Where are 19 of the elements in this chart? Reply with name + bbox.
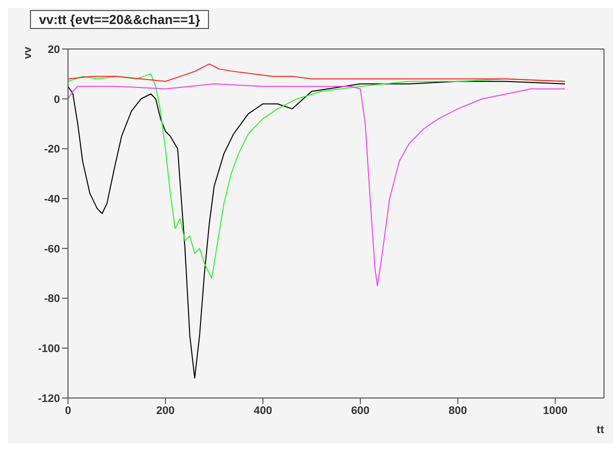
y-tick-label: -100 bbox=[38, 343, 60, 356]
x-tick-label: 0 bbox=[64, 404, 72, 417]
y-axis-title: vv bbox=[22, 46, 34, 59]
x-tick-label: 400 bbox=[254, 404, 272, 417]
x-axis-title: tt bbox=[596, 424, 604, 436]
y-tick-label: -80 bbox=[44, 293, 60, 306]
y-tick-label: -20 bbox=[44, 144, 60, 156]
y-tick-label: -120 bbox=[38, 392, 60, 405]
chart-title: vv:tt {evt==20&&chan==1} bbox=[30, 10, 210, 29]
y-tick-label: 0 bbox=[54, 94, 60, 106]
line-series bbox=[68, 80, 566, 379]
x-tick-label: 600 bbox=[351, 404, 370, 417]
x-tick-label: 1000 bbox=[543, 404, 568, 417]
x-tick-label: 200 bbox=[156, 404, 175, 417]
line-series bbox=[68, 63, 566, 82]
y-tick-label: -60 bbox=[44, 243, 60, 256]
y-tick-label: 20 bbox=[48, 44, 60, 56]
x-tick-label: 800 bbox=[448, 404, 467, 417]
y-tick-label: -40 bbox=[44, 193, 60, 206]
